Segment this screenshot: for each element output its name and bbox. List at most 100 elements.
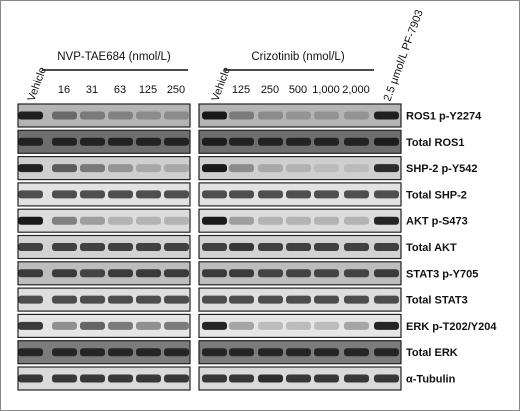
band: [374, 374, 399, 383]
band: [164, 216, 189, 225]
band: [80, 137, 105, 146]
band: [108, 137, 133, 146]
band: [136, 164, 161, 173]
row-label: Total ERK: [406, 347, 458, 359]
band: [80, 348, 105, 357]
band: [344, 374, 369, 383]
band: [344, 348, 369, 357]
band: [344, 216, 369, 225]
band: [344, 321, 369, 330]
blot-panel: [198, 103, 402, 128]
band: [314, 164, 339, 173]
band: [52, 111, 77, 120]
lane-label: 63: [114, 84, 126, 96]
band: [229, 190, 254, 199]
band: [286, 190, 311, 199]
lane-label: 1,000: [312, 84, 340, 96]
band: [108, 374, 133, 383]
band: [108, 295, 133, 304]
band: [52, 374, 77, 383]
band: [52, 190, 77, 199]
band: [202, 374, 227, 383]
band: [80, 216, 105, 225]
band: [258, 295, 283, 304]
band: [108, 190, 133, 199]
band: [108, 348, 133, 357]
band: [52, 137, 77, 146]
band: [52, 164, 77, 173]
band: [136, 111, 161, 120]
band: [258, 374, 283, 383]
band: [108, 111, 133, 120]
band: [258, 164, 283, 173]
band: [258, 137, 283, 146]
band: [258, 216, 283, 225]
blot-panel: [198, 156, 402, 181]
band: [314, 348, 339, 357]
band: [18, 216, 43, 225]
band: [52, 216, 77, 225]
band: [202, 137, 227, 146]
band: [258, 111, 283, 120]
band: [18, 321, 43, 330]
band: [136, 321, 161, 330]
band: [136, 348, 161, 357]
band: [286, 374, 311, 383]
band: [18, 295, 43, 304]
band: [164, 243, 189, 251]
band: [344, 190, 369, 199]
band: [314, 216, 339, 225]
band: [229, 269, 254, 278]
row-label: α-Tubulin: [406, 374, 456, 386]
band: [202, 243, 227, 251]
band: [202, 295, 227, 304]
band: [136, 137, 161, 146]
band: [314, 111, 339, 120]
row-label: AKT p-S473: [406, 216, 468, 228]
lane-label: 250: [167, 84, 185, 96]
band: [164, 269, 189, 278]
band: [164, 321, 189, 330]
band: [202, 164, 227, 173]
band: [314, 137, 339, 146]
band: [164, 295, 189, 304]
band: [18, 164, 43, 173]
band: [374, 295, 399, 304]
band: [314, 374, 339, 383]
band: [374, 216, 399, 225]
band: [80, 164, 105, 173]
band: [80, 111, 105, 120]
lane-label: 125: [232, 84, 250, 96]
band: [136, 295, 161, 304]
band: [52, 348, 77, 357]
band: [164, 374, 189, 383]
band: [258, 269, 283, 278]
band: [164, 164, 189, 173]
band: [258, 321, 283, 330]
band: [374, 111, 399, 120]
band: [136, 374, 161, 383]
band: [374, 348, 399, 357]
blot-panel: [198, 313, 402, 338]
lane-label: 16: [58, 84, 70, 96]
band: [136, 243, 161, 251]
band: [344, 269, 369, 278]
band: [202, 190, 227, 199]
lane-label: 2,000: [342, 84, 370, 96]
row-label: ROS1 p-Y2274: [406, 111, 482, 123]
band: [286, 269, 311, 278]
band: [286, 321, 311, 330]
band: [286, 348, 311, 357]
band: [18, 243, 43, 251]
band: [202, 321, 227, 330]
band: [80, 295, 105, 304]
band: [164, 348, 189, 357]
band: [164, 111, 189, 120]
band: [108, 321, 133, 330]
band: [108, 243, 133, 251]
row-label: Total AKT: [406, 242, 457, 254]
band: [229, 216, 254, 225]
lane-label: 250: [261, 84, 279, 96]
band: [229, 295, 254, 304]
band: [202, 269, 227, 278]
